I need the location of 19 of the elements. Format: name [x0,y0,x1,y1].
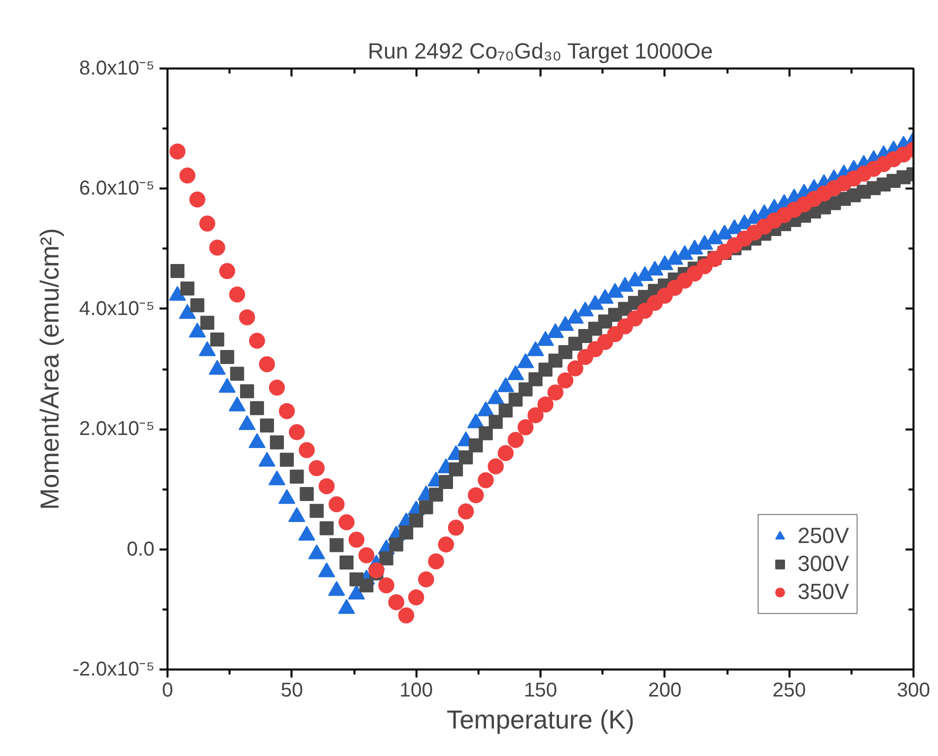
y-tick-label: 2.0x10⁻⁵ [79,418,155,440]
x-tick-label: 300 [896,680,930,702]
chart-title: Run 2492 Co₇₀Gd₃₀ Target 1000Oe [368,38,713,64]
legend-label: 350V [798,579,849,605]
y-tick-label: 6.0x10⁻⁵ [79,178,155,200]
y-tick-label: -2.0x10⁻⁵ [72,658,154,680]
legend-label: 250V [798,523,849,549]
y-tick-label: 8.0x10⁻⁵ [79,58,155,80]
x-tick-label: 150 [524,680,558,702]
y-axis-title: Moment/Area (emu/cm²) [34,228,64,510]
y-tick-label: 4.0x10⁻⁵ [79,298,155,320]
x-tick-label: 0 [162,680,174,702]
x-tick-label: 100 [399,680,433,702]
x-tick-label: 50 [280,680,303,702]
legend-label: 300V [798,551,849,577]
x-axis-title: Temperature (K) [446,704,634,734]
x-tick-label: 200 [648,680,682,702]
x-tick-label: 250 [772,680,806,702]
y-tick-label: 0.0 [126,538,155,560]
